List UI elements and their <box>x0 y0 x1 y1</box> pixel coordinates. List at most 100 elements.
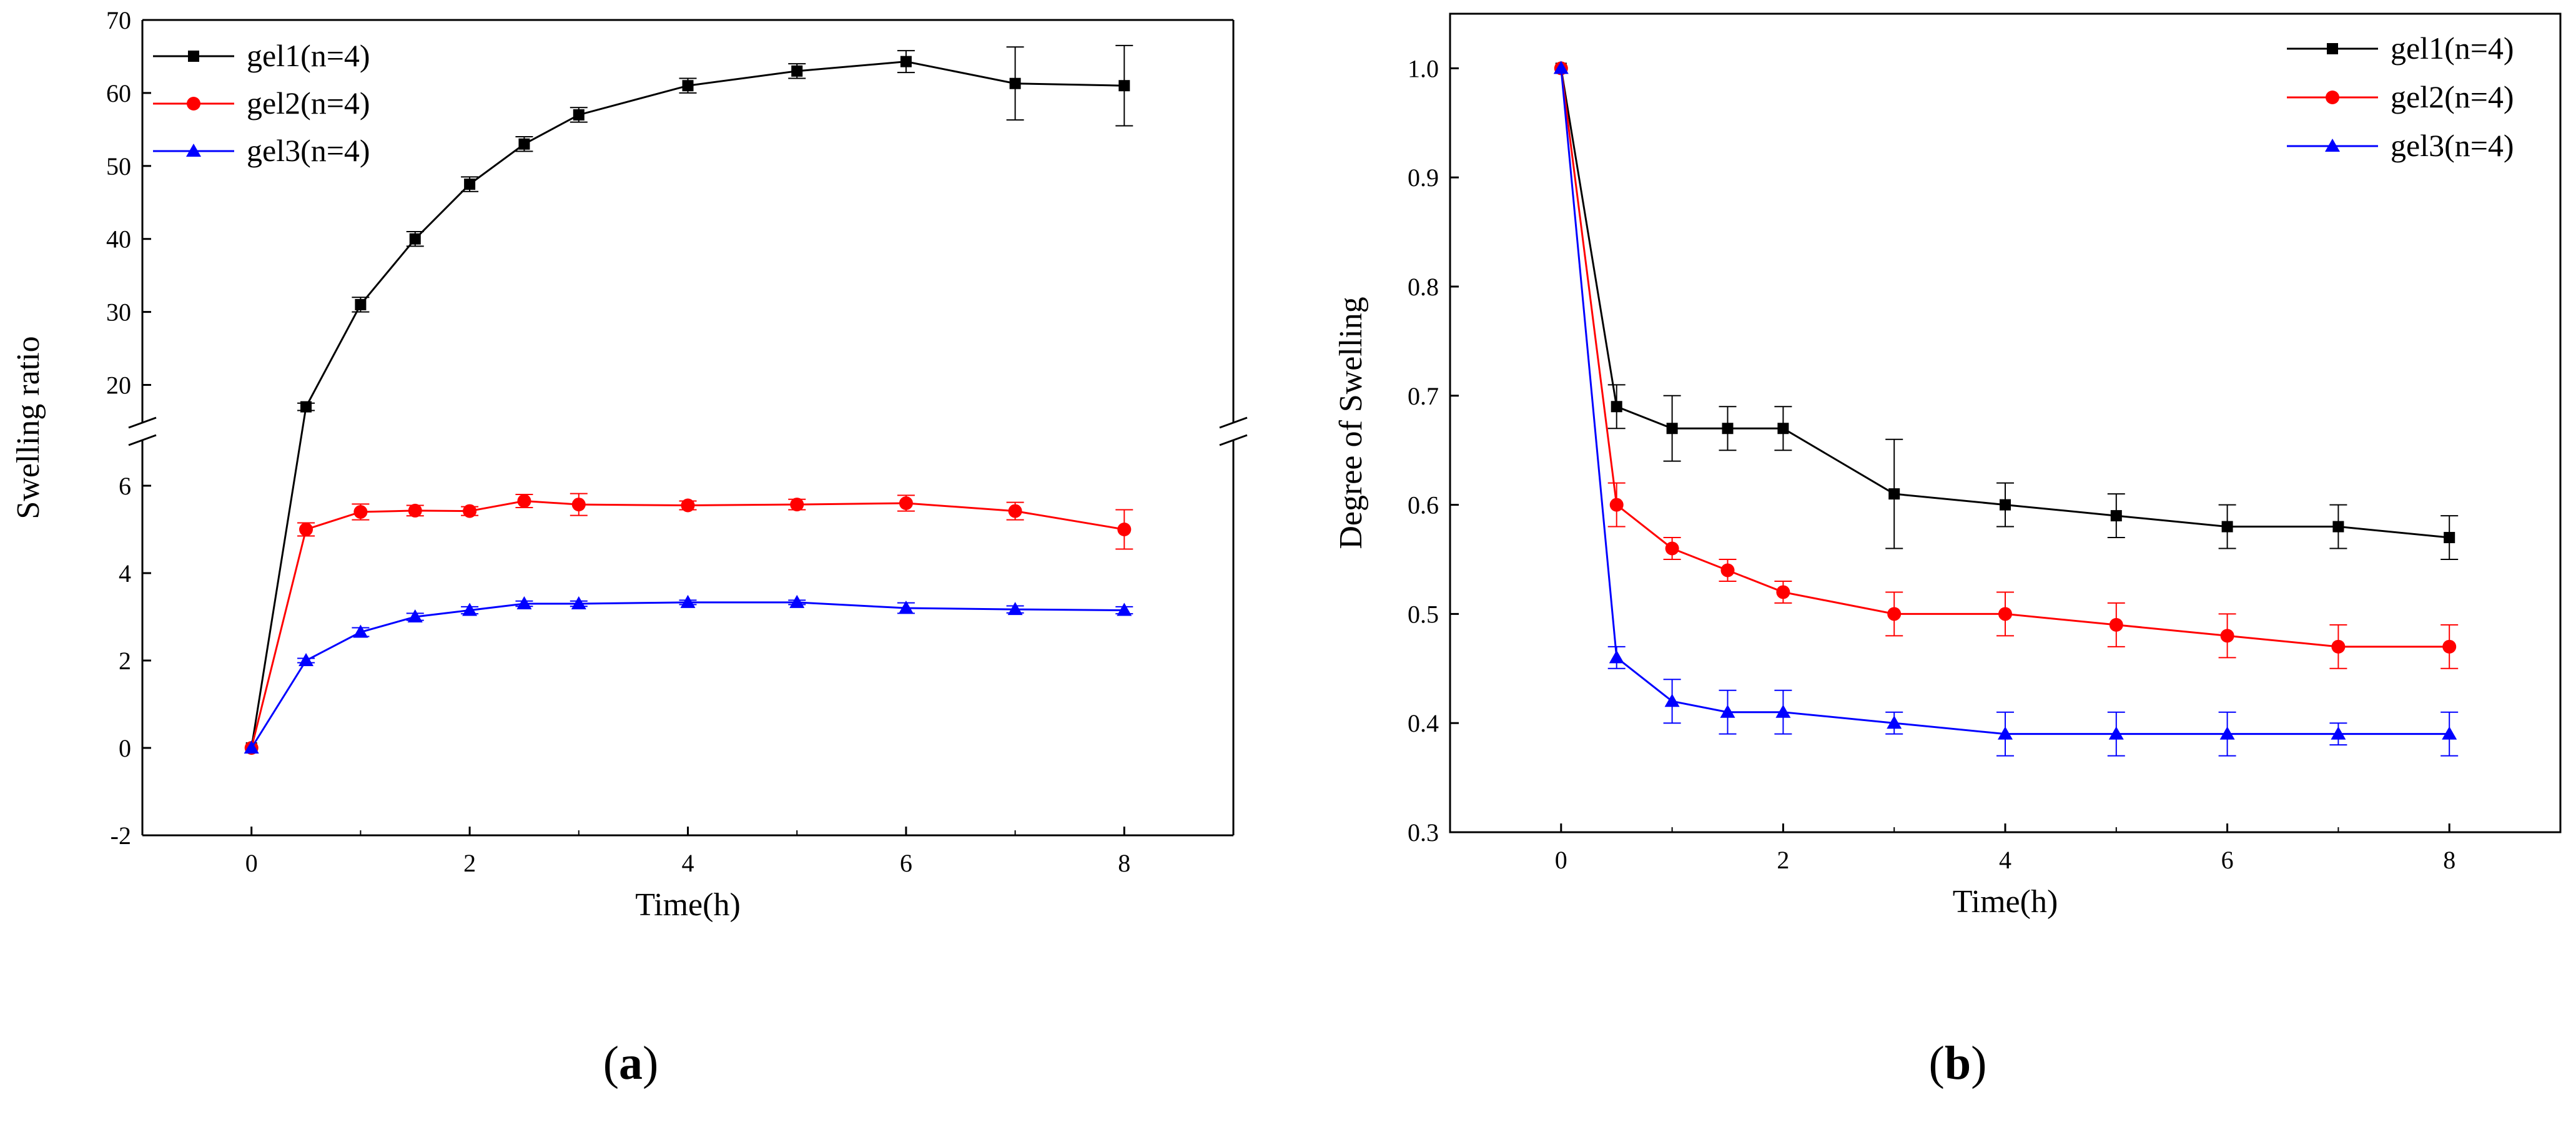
data-point <box>900 56 912 67</box>
legend-label: gel3(n=4) <box>2391 128 2514 163</box>
data-point <box>791 65 803 77</box>
x-axis-title: Time(h) <box>1953 884 2058 920</box>
data-point <box>353 624 368 638</box>
data-point <box>516 596 532 609</box>
legend-marker <box>186 144 201 157</box>
x-axis-title: Time(h) <box>635 887 741 923</box>
data-point <box>1887 715 1902 729</box>
y-axis-title: Swelling ratio <box>11 336 46 519</box>
data-point <box>680 594 696 608</box>
data-point <box>1665 541 1679 556</box>
data-point <box>300 401 312 413</box>
data-point <box>1611 401 1622 413</box>
data-point <box>2219 726 2235 740</box>
data-point <box>2332 521 2344 533</box>
data-point <box>899 496 913 510</box>
data-point <box>682 80 694 92</box>
y-tick-label: 0.6 <box>1408 491 1439 519</box>
series-line-gel2(n=4) <box>1560 68 2450 648</box>
data-point <box>299 653 314 666</box>
series-line-gel2(n=4) <box>250 499 1125 749</box>
data-point <box>1009 77 1021 89</box>
data-point <box>407 609 423 622</box>
data-point <box>517 494 531 508</box>
x-tick-label: 6 <box>900 849 912 877</box>
data-point <box>1118 80 1130 92</box>
data-point <box>1888 488 1900 500</box>
y-tick-label: 0.7 <box>1408 382 1439 410</box>
data-point <box>408 503 422 518</box>
panel-b-label: (b) <box>1928 1037 1987 1089</box>
x-tick-label: 2 <box>1777 846 1789 874</box>
legend-label: gel1(n=4) <box>247 38 370 73</box>
y-tick-label: 20 <box>106 371 131 400</box>
data-point <box>2331 639 2346 654</box>
x-tick-label: 0 <box>245 849 258 877</box>
axis-break-mark <box>128 416 157 429</box>
legend-marker <box>2326 91 2339 104</box>
data-point <box>2221 521 2233 533</box>
legend-label: gel2(n=4) <box>2391 79 2514 114</box>
y-tick-label: 0.3 <box>1408 818 1439 847</box>
data-point <box>573 109 585 120</box>
x-tick-label: 8 <box>1118 849 1130 877</box>
y-tick-label: 70 <box>106 6 131 34</box>
data-point <box>2331 726 2346 740</box>
data-point <box>2444 532 2455 544</box>
y-tick-label: 0.5 <box>1408 600 1439 628</box>
y-axis-title: Degree of Swelling <box>1333 297 1369 549</box>
legend-label: gel3(n=4) <box>247 133 370 168</box>
y-tick-label: 6 <box>119 472 131 500</box>
data-point <box>2109 617 2123 632</box>
data-point <box>571 498 586 512</box>
y-tick-label: 60 <box>106 79 131 107</box>
data-point <box>1775 704 1791 718</box>
y-tick-label: 0.8 <box>1408 273 1439 301</box>
data-point <box>2110 510 2122 522</box>
data-point <box>681 498 695 513</box>
legend-marker <box>2325 139 2340 152</box>
legend-marker <box>2327 43 2338 54</box>
data-point <box>1553 61 1569 74</box>
data-point <box>1117 602 1132 616</box>
series-line-gel1(n=4) <box>1560 68 2450 539</box>
data-point <box>464 179 476 190</box>
series-line-gel1(n=4) <box>250 61 1125 749</box>
series-line-gel3(n=4) <box>250 601 1125 749</box>
data-point <box>1887 607 1902 621</box>
data-point <box>409 233 421 245</box>
axis-break-mark <box>1219 416 1248 429</box>
data-point <box>1720 563 1735 577</box>
data-point <box>2442 726 2457 740</box>
data-point <box>790 498 804 512</box>
y-tick-label: 40 <box>106 225 131 253</box>
y-tick-label: 0 <box>119 734 131 762</box>
data-point <box>1117 523 1132 536</box>
y-tick-label: 1.0 <box>1408 54 1439 82</box>
data-point <box>2000 499 2011 511</box>
legend-label: gel2(n=4) <box>247 86 370 120</box>
data-point <box>898 601 914 614</box>
data-point <box>299 523 313 536</box>
data-point <box>2108 726 2124 740</box>
x-tick-label: 2 <box>463 849 476 877</box>
data-point <box>463 504 477 518</box>
x-tick-label: 6 <box>2221 846 2234 874</box>
data-point <box>1777 423 1789 435</box>
axis-break-mark <box>128 434 157 446</box>
x-tick-label: 8 <box>2443 846 2455 874</box>
data-point <box>355 298 367 310</box>
y-tick-label: 30 <box>106 298 131 327</box>
y-tick-label: 2 <box>119 647 131 675</box>
axis-break-mark <box>1219 434 1248 446</box>
data-point <box>518 138 530 150</box>
legend-label: gel1(n=4) <box>2391 31 2514 66</box>
x-tick-label: 4 <box>1999 846 2011 874</box>
data-point <box>1007 602 1023 616</box>
legend-marker <box>188 51 199 62</box>
data-point <box>1998 607 2012 621</box>
data-point <box>789 594 805 608</box>
x-tick-label: 4 <box>682 849 694 877</box>
y-tick-label: 50 <box>106 152 131 180</box>
